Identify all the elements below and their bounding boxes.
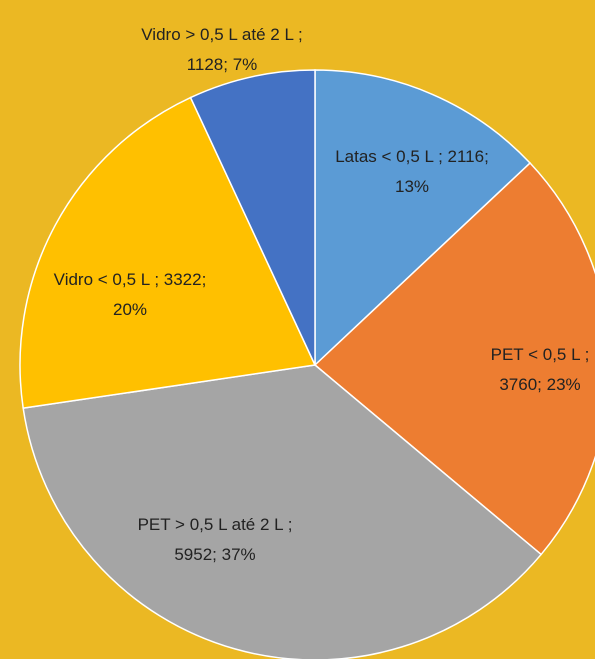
- pie-slice: [22, 364, 543, 659]
- data-label: Latas < 0,5 L ; 2116; 13%: [335, 147, 489, 196]
- data-label: PET > 0,5 L até 2 L ; 5952; 37%: [137, 515, 293, 564]
- data-label: Vidro < 0,5 L ; 3322; 20%: [53, 270, 207, 319]
- pie-slice: [189, 69, 316, 366]
- pie-slice: [313, 161, 595, 556]
- pie-slice: [19, 96, 317, 410]
- data-label: Vidro > 0,5 L até 2 L ; 1128; 7%: [141, 25, 303, 74]
- pie-slice: [314, 69, 532, 367]
- data-label: PET < 0,5 L ; 3760; 23%: [490, 345, 590, 394]
